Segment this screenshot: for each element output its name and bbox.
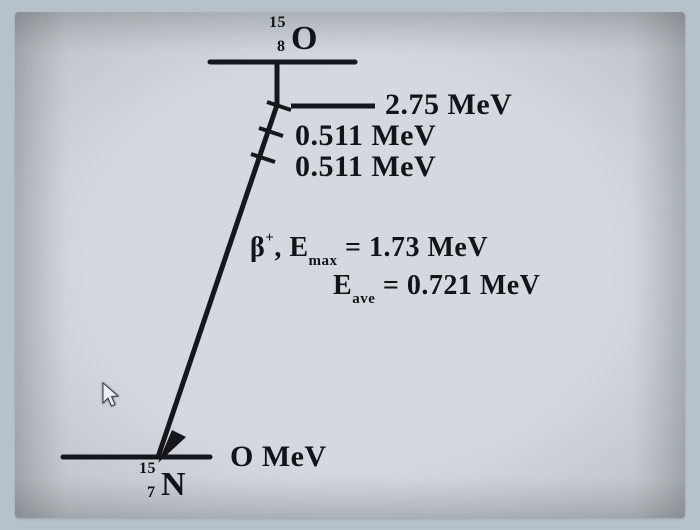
daughter-z: 7 <box>147 484 156 502</box>
beta-emax-line: β+, Emax = 1.73 MeV <box>250 232 488 268</box>
scanned-figure: 15 8 O 15 7 N 2.75 MeV 0.511 MeV 0.511 M… <box>15 12 685 518</box>
daughter-mass: 15 <box>139 460 156 478</box>
beta-symbol: β <box>250 232 265 263</box>
daughter-nuclide: 15 7 N <box>161 466 186 504</box>
eave-value: = 0.721 MeV <box>375 270 540 301</box>
energy-2.75: 2.75 MeV <box>385 88 512 122</box>
tick-0.511-b <box>251 154 275 162</box>
parent-z: 8 <box>277 38 286 56</box>
energy-0.511-b: 0.511 MeV <box>295 150 436 184</box>
eave-sub: ave <box>352 291 375 307</box>
cursor-icon <box>101 382 121 410</box>
parent-symbol: O <box>291 20 318 57</box>
daughter-symbol: N <box>161 466 186 503</box>
ground-state-label: O MeV <box>230 440 327 474</box>
emax-sub: max <box>309 253 338 269</box>
emax-label: , E <box>274 232 308 263</box>
eave-label: E <box>333 270 352 301</box>
parent-mass: 15 <box>269 14 286 32</box>
beta-eave-line: Eave = 0.721 MeV <box>333 270 540 306</box>
beta-plus: + <box>265 230 274 246</box>
parent-nuclide: 15 8 O <box>291 20 318 58</box>
emax-value: = 1.73 MeV <box>338 232 489 263</box>
energy-0.511-a: 0.511 MeV <box>295 119 436 153</box>
